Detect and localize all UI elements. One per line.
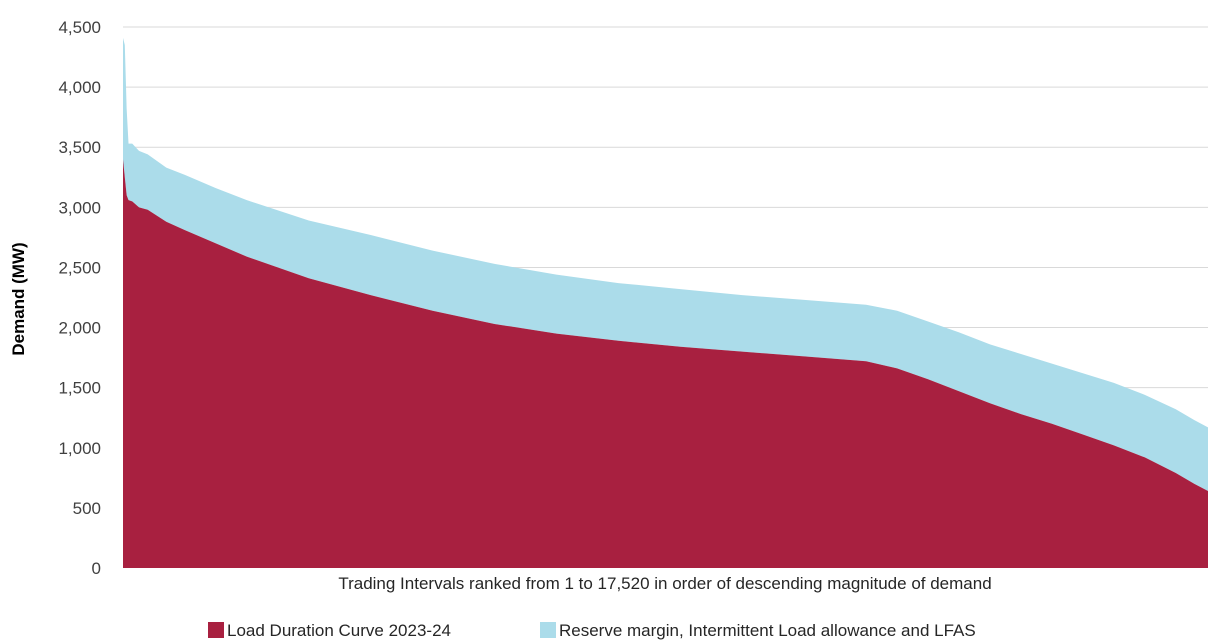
y-tick-label: 1,500: [58, 379, 101, 398]
y-tick-label: 1,000: [58, 439, 101, 458]
legend: Load Duration Curve 2023-24 Reserve margi…: [208, 621, 976, 640]
legend-label: Reserve margin, Intermittent Load allowa…: [559, 621, 976, 640]
y-tick-label: 4,000: [58, 78, 101, 97]
y-axis-ticks: 0 500 1,000 1,500 2,000 2,500 3,000 3,500 4,000 4…: [58, 18, 101, 578]
series-area-load-duration-curve: [123, 159, 1208, 568]
legend-swatch: [208, 622, 224, 638]
y-tick-label: 3,500: [58, 138, 101, 157]
y-tick-label: 2,000: [58, 319, 101, 338]
y-tick-label: 2,500: [58, 258, 101, 277]
y-axis-title: Demand (MW): [9, 242, 28, 355]
series-area-reserve-margin: [123, 37, 1208, 492]
legend-label: Load Duration Curve 2023-24: [227, 621, 451, 640]
y-tick-label: 4,500: [58, 18, 101, 37]
y-tick-label: 0: [92, 559, 101, 578]
x-axis-title: Trading Intervals ranked from 1 to 17,52…: [338, 574, 991, 593]
plot-area: [123, 37, 1208, 568]
legend-swatch: [540, 622, 556, 638]
y-tick-label: 3,000: [58, 198, 101, 217]
y-tick-label: 500: [73, 499, 101, 518]
